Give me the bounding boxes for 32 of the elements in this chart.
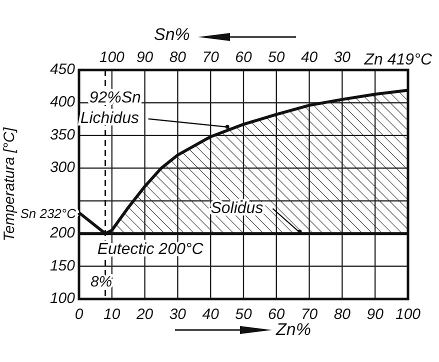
x-axis-title: Zn% [275,320,311,339]
x-tick-label: 70 [300,306,318,323]
x-tick-label: 60 [268,306,286,323]
y-tick-label: 100 [50,290,76,307]
x-tick-label: 90 [366,306,384,323]
y-tick-label: 450 [50,60,76,78]
annotation: Sn 232°C [20,206,77,222]
y-tick-label: 300 [50,159,76,176]
y-axis-title: Temperatura [°C] [1,126,18,242]
x2-tick-label: 100 [99,49,126,66]
x-tick-label: 100 [395,306,422,323]
x2-tick-label: 40 [300,49,318,66]
x2-tick-label: 30 [334,49,352,66]
y-tick-label: 200 [48,224,76,242]
x-tick-label: 20 [135,306,154,323]
annotation: Zn 419°C [363,52,432,69]
y-tick-label: 350 [50,126,76,144]
x2-tick-label: 60 [235,49,252,66]
x-tick-label: 50 [235,306,252,323]
x2-tick-label: 80 [169,49,187,66]
x-tick-label: 40 [202,306,220,323]
x-tick-label: 10 [104,306,121,323]
x-tick-label: 0 [74,306,84,323]
y-tick-label: 150 [50,257,76,274]
x-tick-label: 80 [334,306,352,323]
x2-tick-label: 70 [202,49,220,66]
x2-axis-title: Sn% [154,25,190,44]
x-tick-label: 30 [169,306,187,323]
ref-line-label: 8% [90,274,112,291]
x2-tick-label: 90 [136,49,154,66]
y-tick-label: 400 [50,94,76,111]
x2-tick-label: 50 [268,49,286,66]
